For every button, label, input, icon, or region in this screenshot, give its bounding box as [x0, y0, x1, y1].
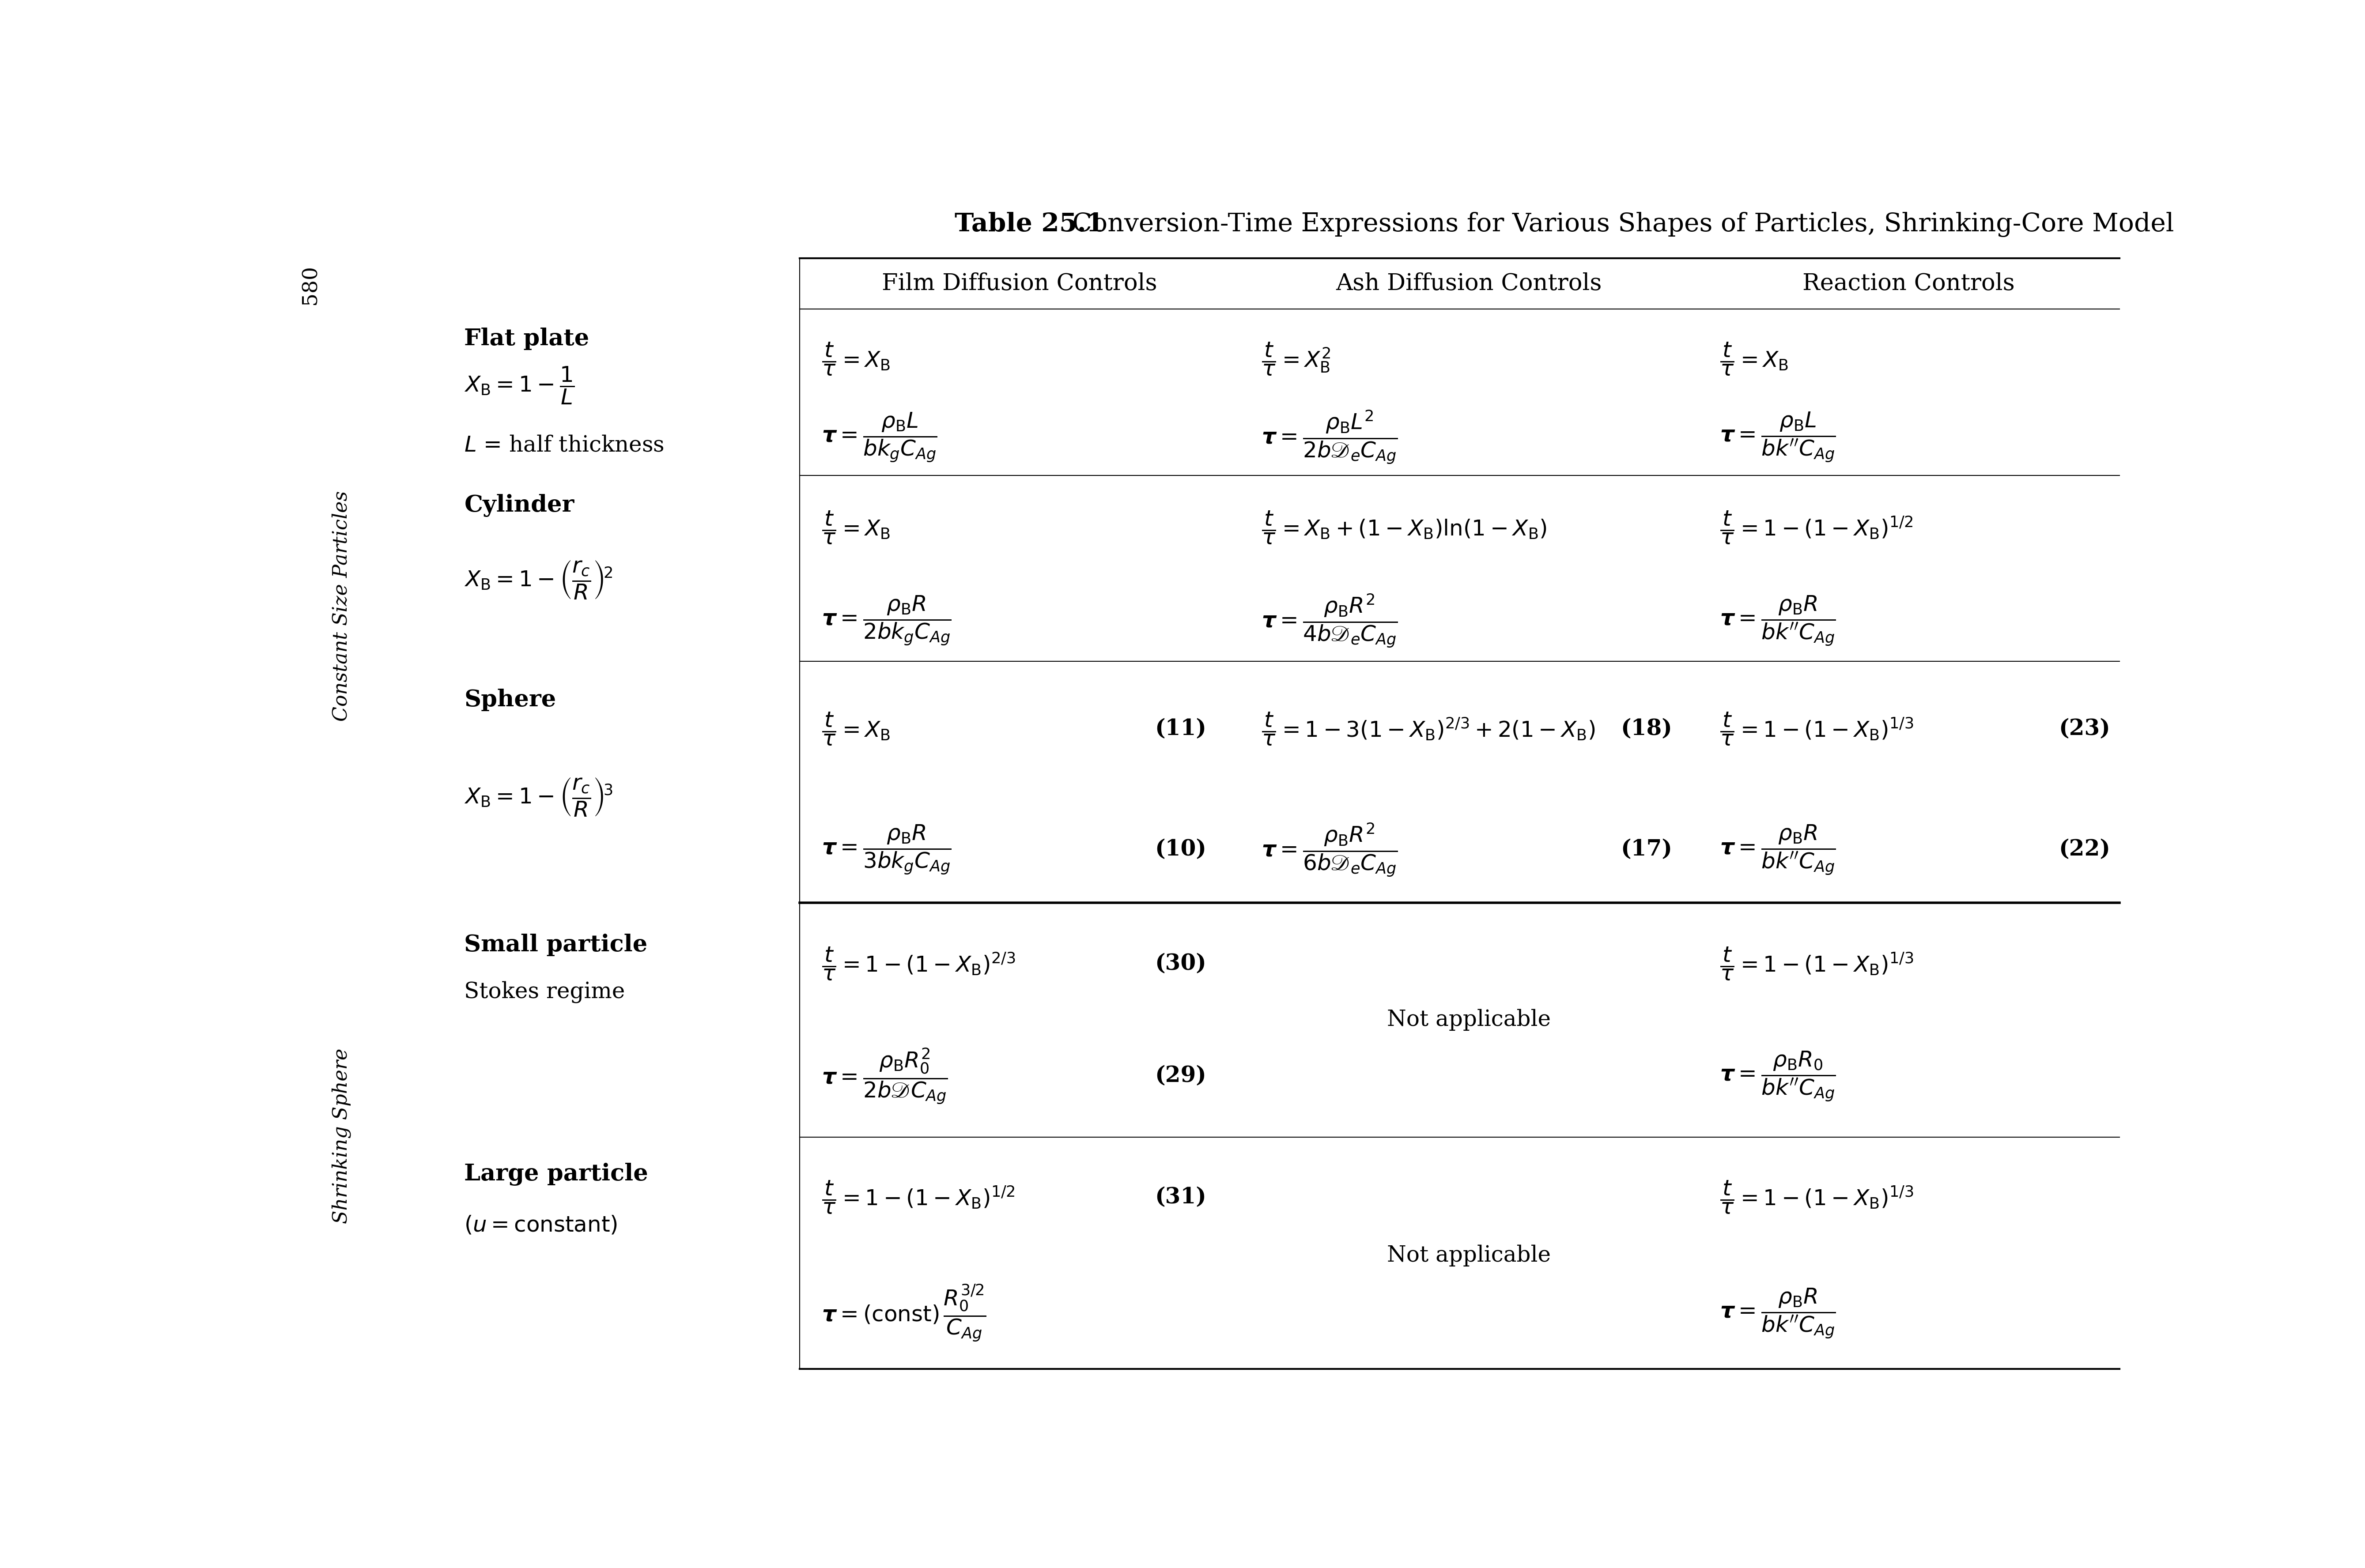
- Text: 580: 580: [300, 265, 319, 304]
- Text: $\boldsymbol{\tau} = \dfrac{\rho_\mathrm{B} R}{3bk_g C_{Ag}}$: $\boldsymbol{\tau} = \dfrac{\rho_\mathrm…: [821, 823, 951, 877]
- Text: $\dfrac{t}{\tau} = 1 - 3(1 - X_\mathrm{B})^{2/3} + 2(1 - X_\mathrm{B})$: $\dfrac{t}{\tau} = 1 - 3(1 - X_\mathrm{B…: [1261, 710, 1594, 746]
- Text: Table 25.1: Table 25.1: [955, 212, 1104, 237]
- Text: Constant Size Particles: Constant Size Particles: [331, 491, 350, 721]
- Text: $\dfrac{t}{\tau} = X_\mathrm{B} + (1 - X_\mathrm{B})\ln(1 - X_\mathrm{B})$: $\dfrac{t}{\tau} = X_\mathrm{B} + (1 - X…: [1261, 510, 1547, 546]
- Text: $X_\mathrm{B} = 1 - \left(\dfrac{r_c}{R}\right)^{\!2}$: $X_\mathrm{B} = 1 - \left(\dfrac{r_c}{R}…: [464, 558, 613, 601]
- Text: $X_\mathrm{B} = 1 - \dfrac{1}{L}$: $X_\mathrm{B} = 1 - \dfrac{1}{L}$: [464, 365, 575, 406]
- Text: $\dfrac{t}{\tau} = X_\mathrm{B}$: $\dfrac{t}{\tau} = X_\mathrm{B}$: [1719, 340, 1788, 376]
- Text: Film Diffusion Controls: Film Diffusion Controls: [882, 273, 1156, 295]
- Text: $\dfrac{t}{\tau} = 1 - (1 - X_\mathrm{B})^{1/3}$: $\dfrac{t}{\tau} = 1 - (1 - X_\mathrm{B}…: [1719, 946, 1913, 982]
- Text: $\boldsymbol{\tau} = \dfrac{\rho_\mathrm{B} R}{bk^{\prime\prime} C_{Ag}}$: $\boldsymbol{\tau} = \dfrac{\rho_\mathrm…: [1719, 823, 1835, 877]
- Text: $\dfrac{t}{\tau} = 1 - (1 - X_\mathrm{B})^{1/2}$: $\dfrac{t}{\tau} = 1 - (1 - X_\mathrm{B}…: [1719, 510, 1913, 546]
- Text: Stokes regime: Stokes regime: [464, 982, 624, 1004]
- Text: $\boldsymbol{\tau} = \dfrac{\rho_\mathrm{B} R}{bk^{\prime\prime} C_{Ag}}$: $\boldsymbol{\tau} = \dfrac{\rho_\mathrm…: [1719, 594, 1835, 648]
- Text: Not applicable: Not applicable: [1386, 1010, 1551, 1030]
- Text: $\boldsymbol{\tau} = \dfrac{\rho_\mathrm{B} R}{2bk_g C_{Ag}}$: $\boldsymbol{\tau} = \dfrac{\rho_\mathrm…: [821, 594, 951, 646]
- Text: $\dfrac{t}{\tau} = X_\mathrm{B}$: $\dfrac{t}{\tau} = X_\mathrm{B}$: [821, 340, 889, 376]
- Text: (29): (29): [1154, 1065, 1206, 1087]
- Text: $\boldsymbol{\tau} = \dfrac{\rho_\mathrm{B} R}{bk^{\prime\prime} C_{Ag}}$: $\boldsymbol{\tau} = \dfrac{\rho_\mathrm…: [1719, 1287, 1835, 1339]
- Text: $\dfrac{t}{\tau} = X_\mathrm{B}$: $\dfrac{t}{\tau} = X_\mathrm{B}$: [821, 710, 889, 746]
- Text: Small particle: Small particle: [464, 935, 648, 956]
- Text: $\dfrac{t}{\tau} = X_\mathrm{B}$: $\dfrac{t}{\tau} = X_\mathrm{B}$: [821, 510, 889, 546]
- Text: $\dfrac{t}{\tau} = 1 - (1 - X_\mathrm{B})^{1/3}$: $\dfrac{t}{\tau} = 1 - (1 - X_\mathrm{B}…: [1719, 710, 1913, 746]
- Text: Not applicable: Not applicable: [1386, 1245, 1551, 1267]
- Text: Table 25.1 Conversion-Time Expressions for Various Shapes of Particles, Shrinkin: Table 25.1 Conversion-Time Expressions f…: [837, 212, 2084, 237]
- Text: $\dfrac{t}{\tau} = 1 - (1 - X_\mathrm{B})^{1/2}$: $\dfrac{t}{\tau} = 1 - (1 - X_\mathrm{B}…: [821, 1179, 1015, 1215]
- Text: $\dfrac{t}{\tau} = 1 - (1 - X_\mathrm{B})^{2/3}$: $\dfrac{t}{\tau} = 1 - (1 - X_\mathrm{B}…: [821, 946, 1015, 982]
- Text: Conversion-Time Expressions for Various Shapes of Particles, Shrinking-Core Mode: Conversion-Time Expressions for Various …: [1064, 212, 2173, 237]
- Text: $\boldsymbol{\tau} = \dfrac{\rho_\mathrm{B} L}{bk_g C_{Ag}}$: $\boldsymbol{\tau} = \dfrac{\rho_\mathrm…: [821, 411, 937, 464]
- Text: $\boldsymbol{\tau} = \dfrac{\rho_\mathrm{B} R^2}{6b\mathscr{D}_e C_{Ag}}$: $\boldsymbol{\tau} = \dfrac{\rho_\mathrm…: [1261, 822, 1398, 878]
- Text: $\boldsymbol{\tau} = \dfrac{\rho_\mathrm{B} L}{bk^{\prime\prime} C_{Ag}}$: $\boldsymbol{\tau} = \dfrac{\rho_\mathrm…: [1719, 411, 1835, 464]
- Text: $\dfrac{t}{\tau} = 1 - (1 - X_\mathrm{B})^{1/3}$: $\dfrac{t}{\tau} = 1 - (1 - X_\mathrm{B}…: [1719, 1179, 1913, 1215]
- Text: $\boldsymbol{\tau} = \dfrac{\rho_\mathrm{B} R^2}{4b\mathscr{D}_e C_{Ag}}$: $\boldsymbol{\tau} = \dfrac{\rho_\mathrm…: [1261, 593, 1398, 649]
- Text: (10): (10): [1154, 839, 1206, 861]
- Text: Ash Diffusion Controls: Ash Diffusion Controls: [1336, 273, 1601, 295]
- Text: Sphere: Sphere: [464, 688, 556, 712]
- Text: Reaction Controls: Reaction Controls: [1802, 273, 2015, 295]
- Text: (22): (22): [2058, 839, 2110, 861]
- Text: $(u = \mathrm{constant})$: $(u = \mathrm{constant})$: [464, 1215, 617, 1236]
- Text: Large particle: Large particle: [464, 1163, 648, 1185]
- Text: (31): (31): [1154, 1187, 1206, 1209]
- Text: (23): (23): [2058, 718, 2110, 740]
- Text: Flat plate: Flat plate: [464, 328, 589, 350]
- Text: $\boldsymbol{\tau} = \dfrac{\rho_\mathrm{B} R_0}{bk^{\prime\prime} C_{Ag}}$: $\boldsymbol{\tau} = \dfrac{\rho_\mathrm…: [1719, 1049, 1835, 1102]
- Text: $L$ = half thickness: $L$ = half thickness: [464, 434, 665, 456]
- Text: $\boldsymbol{\tau} = \dfrac{\rho_\mathrm{B} R_0^2}{2b\mathscr{D} C_{Ag}}$: $\boldsymbol{\tau} = \dfrac{\rho_\mathrm…: [821, 1047, 948, 1105]
- Text: Shrinking Sphere: Shrinking Sphere: [331, 1049, 350, 1223]
- Text: $\boldsymbol{\tau} = \dfrac{\rho_\mathrm{B} L^2}{2b\mathscr{D}_e C_{Ag}}$: $\boldsymbol{\tau} = \dfrac{\rho_\mathrm…: [1261, 409, 1398, 466]
- Text: (18): (18): [1620, 718, 1672, 740]
- Text: (30): (30): [1154, 953, 1206, 975]
- Text: $\dfrac{t}{\tau} = X_\mathrm{B}^2$: $\dfrac{t}{\tau} = X_\mathrm{B}^2$: [1261, 340, 1331, 376]
- Text: $\boldsymbol{\tau} = (\mathrm{const})\,\dfrac{R_0^{3/2}}{C_{Ag}}$: $\boldsymbol{\tau} = (\mathrm{const})\,\…: [821, 1284, 986, 1342]
- Text: (17): (17): [1620, 839, 1672, 861]
- Text: Cylinder: Cylinder: [464, 494, 575, 517]
- Text: (11): (11): [1154, 718, 1206, 740]
- Text: $X_\mathrm{B} = 1 - \left(\dfrac{r_c}{R}\right)^{\!3}$: $X_\mathrm{B} = 1 - \left(\dfrac{r_c}{R}…: [464, 776, 613, 817]
